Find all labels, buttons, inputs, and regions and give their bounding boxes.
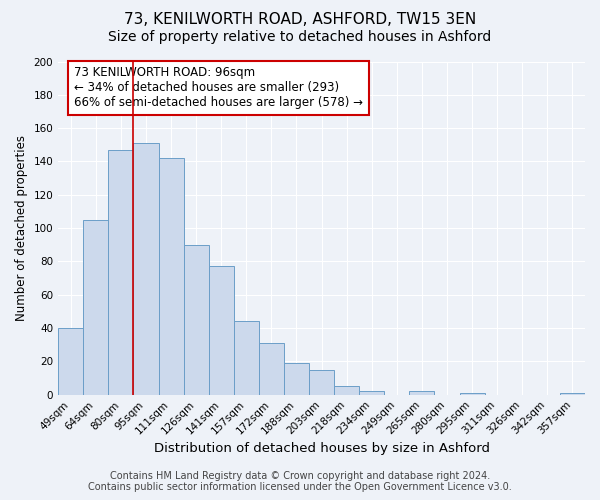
Bar: [259, 343, 284, 394]
Bar: [158, 158, 184, 394]
Text: 73 KENILWORTH ROAD: 96sqm
← 34% of detached houses are smaller (293)
66% of semi: 73 KENILWORTH ROAD: 96sqm ← 34% of detac…: [74, 66, 363, 110]
Bar: [209, 266, 234, 394]
Text: 73, KENILWORTH ROAD, ASHFORD, TW15 3EN: 73, KENILWORTH ROAD, ASHFORD, TW15 3EN: [124, 12, 476, 28]
Bar: [284, 363, 309, 394]
Bar: [359, 392, 385, 394]
Bar: [334, 386, 359, 394]
Bar: [409, 392, 434, 394]
Bar: [58, 328, 83, 394]
Bar: [460, 393, 485, 394]
Bar: [133, 143, 158, 395]
Text: Contains HM Land Registry data © Crown copyright and database right 2024.
Contai: Contains HM Land Registry data © Crown c…: [88, 471, 512, 492]
X-axis label: Distribution of detached houses by size in Ashford: Distribution of detached houses by size …: [154, 442, 490, 455]
Bar: [560, 393, 585, 394]
Bar: [83, 220, 109, 394]
Bar: [184, 245, 209, 394]
Bar: [234, 322, 259, 394]
Y-axis label: Number of detached properties: Number of detached properties: [15, 135, 28, 321]
Bar: [309, 370, 334, 394]
Bar: [109, 150, 133, 394]
Text: Size of property relative to detached houses in Ashford: Size of property relative to detached ho…: [109, 30, 491, 44]
